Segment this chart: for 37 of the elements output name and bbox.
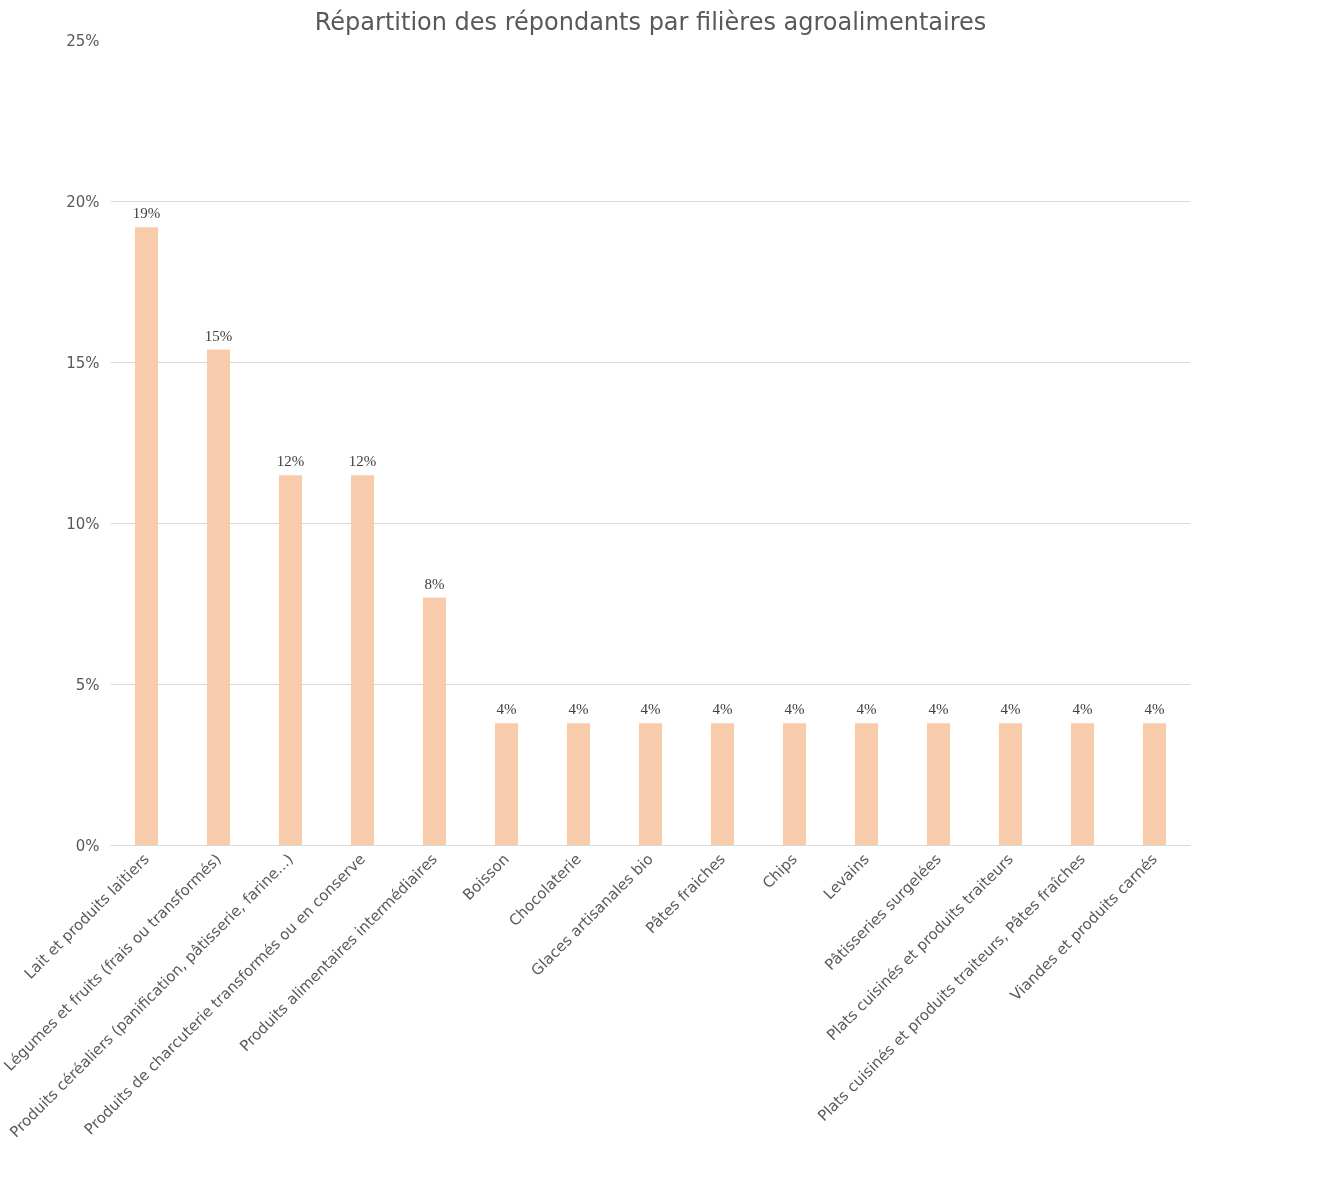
y-tick-label: 10% (66, 514, 100, 533)
data-label: 4% (1072, 701, 1093, 718)
data-label: 4% (1000, 701, 1021, 718)
data-label: 19% (132, 205, 161, 222)
data-label: 4% (568, 701, 589, 718)
data-label: 12% (348, 453, 377, 470)
bar (494, 723, 519, 846)
y-tick-label: 0% (75, 836, 100, 855)
bar (566, 723, 591, 846)
bar (350, 475, 375, 846)
data-label: 4% (1144, 701, 1165, 718)
bar (782, 723, 807, 846)
bar (422, 597, 447, 846)
data-label: 15% (204, 327, 233, 344)
data-label: 4% (640, 701, 661, 718)
bar (278, 475, 303, 846)
data-label: 8% (424, 575, 445, 592)
bar (1070, 723, 1095, 846)
y-tick-label: 15% (66, 353, 100, 372)
bar (710, 723, 735, 846)
data-label: 12% (276, 453, 305, 470)
data-label: 4% (496, 701, 517, 718)
data-label: 4% (928, 701, 949, 718)
data-label: 4% (784, 701, 805, 718)
bar (1142, 723, 1167, 846)
bar (998, 723, 1023, 846)
chart-title: Répartition des répondants par filières agroalimentaires (314, 7, 987, 36)
y-tick-label: 20% (66, 192, 100, 211)
bar (638, 723, 663, 846)
bar (206, 349, 231, 846)
data-label: 4% (856, 701, 877, 718)
y-tick-label: 25% (66, 31, 100, 50)
y-tick-label: 5% (75, 675, 100, 694)
data-label: 4% (712, 701, 733, 718)
bar (926, 723, 951, 846)
bar (854, 723, 879, 846)
bar (134, 227, 159, 846)
